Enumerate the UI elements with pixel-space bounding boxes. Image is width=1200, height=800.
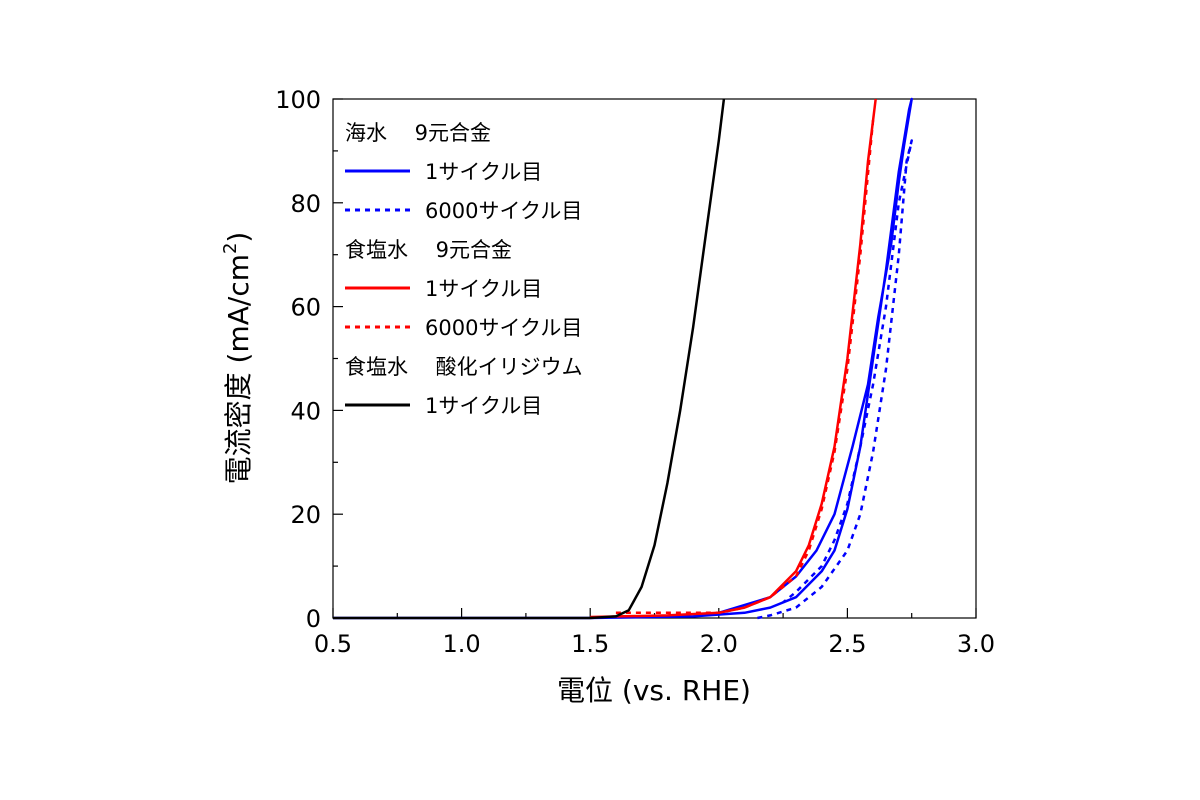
x-tick-label: 3.0 (957, 630, 995, 658)
x-tick-label: 1.0 (443, 630, 481, 658)
y-tick-label: 60 (290, 294, 321, 322)
ticks-layer: 0.5 1.0 1.5 2.0 2.5 3.0 0 20 40 60 80 100 (275, 86, 995, 658)
legend-label: 1サイクル目 (425, 277, 542, 301)
legend-label: 1サイクル目 (425, 160, 542, 184)
y-axis-title-main: 電流密度 (mA/cm (222, 254, 255, 484)
legend-header: 食塩水 9元合金 (345, 238, 512, 262)
y-axis-title-sup: 2 (220, 243, 241, 254)
legend-header: 海水 9元合金 (345, 121, 491, 145)
x-tick-label: 2.0 (700, 630, 738, 658)
y-axis-title: 電流密度 (mA/cm2) (220, 232, 255, 485)
series-line-3 (615, 119, 875, 615)
y-axis-title-group: 電流密度 (mA/cm2) (220, 232, 255, 485)
legend-label: 1サイクル目 (425, 394, 542, 418)
x-tick-label: 2.5 (828, 630, 866, 658)
y-tick-label: 40 (290, 397, 321, 425)
legend-label: 6000サイクル目 (425, 316, 582, 340)
legend-label: 6000サイクル目 (425, 199, 582, 223)
x-axis-title: 電位 (vs. RHE) (557, 674, 751, 707)
y-tick-label: 0 (306, 605, 321, 633)
x-tick-label: 0.5 (314, 630, 352, 658)
legend-header: 食塩水 酸化イリジウム (345, 355, 583, 379)
series-line-1 (757, 139, 913, 620)
series-line-2 (590, 98, 877, 619)
y-tick-label: 20 (290, 501, 321, 529)
y-tick-label: 100 (275, 86, 321, 114)
series-line-4 (333, 98, 726, 620)
series-line-0 (333, 97, 913, 620)
series-layer (333, 97, 913, 620)
y-tick-label: 80 (290, 190, 321, 218)
y-axis-title-end: ) (222, 232, 255, 243)
x-tick-label: 1.5 (571, 630, 609, 658)
